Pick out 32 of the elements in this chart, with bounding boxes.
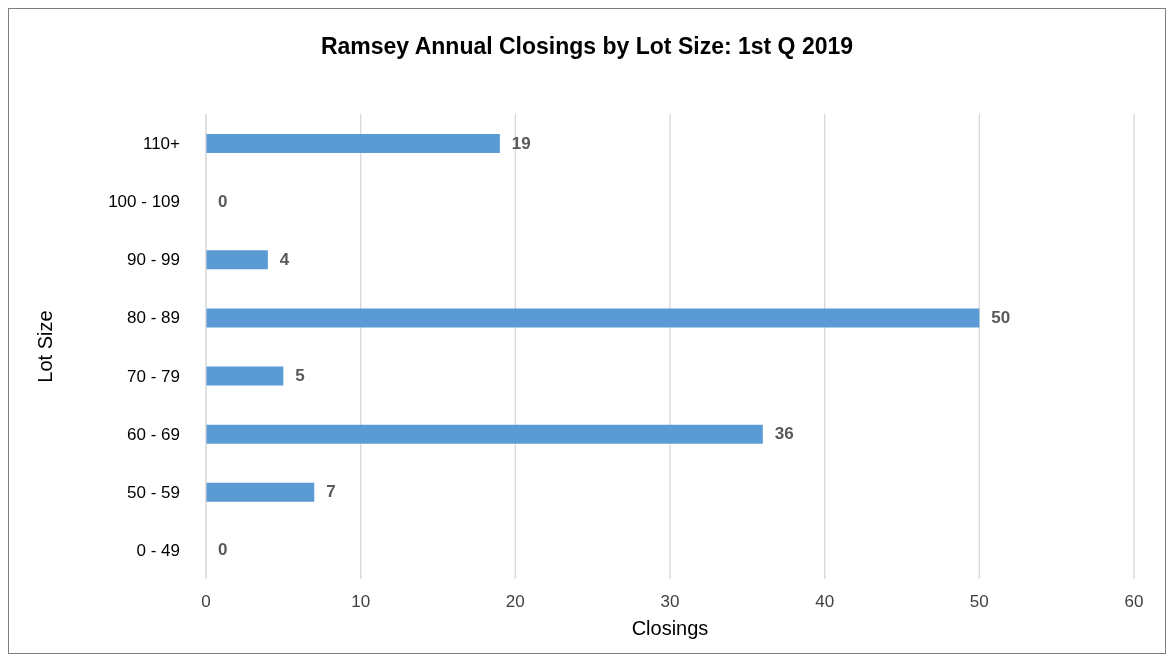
data-label: 4	[279, 249, 290, 269]
x-tick-label: 30	[660, 592, 680, 612]
bar	[206, 366, 284, 386]
data-label: 7	[326, 482, 336, 502]
bar	[206, 308, 980, 328]
y-tick-label: 100 - 109	[108, 192, 180, 212]
data-label: 50	[991, 307, 1011, 327]
y-tick-label: 70 - 79	[127, 366, 180, 386]
y-tick-label: 0 - 49	[136, 540, 180, 560]
y-axis-title: Lot Size	[34, 310, 57, 383]
x-tick-label: 50	[969, 592, 989, 612]
x-tick-label: 0	[201, 592, 211, 612]
data-label: 19	[511, 133, 531, 153]
data-label: 0	[218, 191, 228, 211]
y-tick-label: 110+	[142, 134, 181, 154]
data-label: 36	[774, 424, 794, 444]
bar	[206, 482, 315, 502]
x-tick-label: 10	[351, 592, 371, 612]
data-label: 0	[218, 540, 228, 560]
bar	[206, 250, 268, 270]
bar	[206, 134, 500, 153]
x-tick-label: 60	[1124, 592, 1144, 612]
bar	[206, 424, 763, 444]
data-label: 5	[295, 366, 305, 386]
x-tick-label: 20	[505, 592, 525, 612]
y-tick-label: 90 - 99	[127, 250, 180, 270]
y-tick-label: 80 - 89	[127, 308, 180, 328]
x-axis-title: Closings	[631, 617, 709, 639]
y-tick-label: 60 - 69	[127, 424, 180, 444]
y-tick-label: 50 - 59	[127, 482, 180, 502]
chart-title: Ramsey Annual Closings by Lot Size: 1st Q 2019	[319, 33, 855, 60]
x-tick-label: 40	[815, 592, 835, 612]
